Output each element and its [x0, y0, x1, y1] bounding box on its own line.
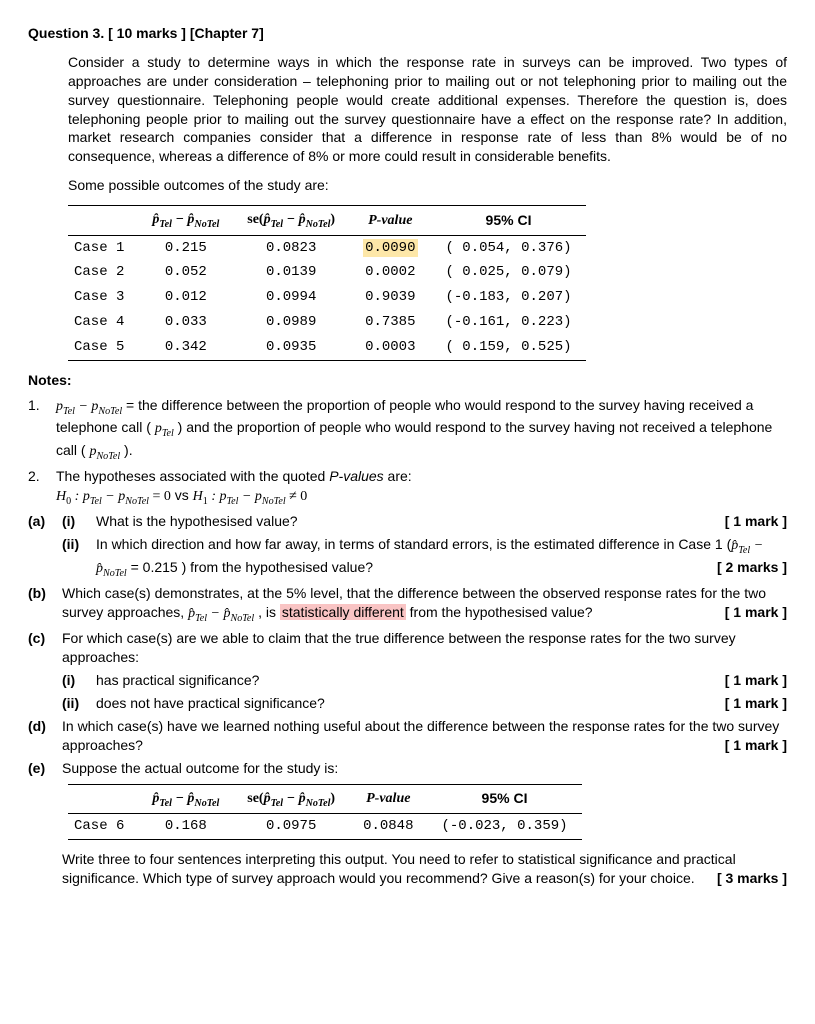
c-ii-mark: [ 1 mark ]	[725, 694, 787, 713]
table-row: Case 30.0120.09940.9039(-0.183, 0.207)	[68, 285, 586, 310]
outcomes-table: p̂Tel − p̂NoTel se(p̂Tel − p̂NoTel) P-va…	[68, 205, 586, 361]
e-mark: [ 3 marks ]	[717, 869, 787, 888]
a-i-mark: [ 1 mark ]	[725, 512, 787, 531]
label-c: (c)	[28, 629, 62, 667]
col-ci: 95% CI	[432, 206, 586, 235]
c-lead: For which case(s) are we able to claim t…	[62, 629, 787, 667]
label-d: (d)	[28, 717, 62, 755]
note-num-2: 2.	[28, 467, 56, 508]
c-ii-body: does not have practical significance?[ 1…	[96, 694, 787, 713]
part-d: (d) In which case(s) have we learned not…	[28, 717, 787, 755]
label-a-ii: (ii)	[62, 535, 96, 580]
part-b: (b) Which case(s) demonstrates, at the 5…	[28, 584, 787, 625]
label-a: (a)	[28, 512, 62, 531]
label-a-i: (i)	[62, 512, 96, 531]
label-e: (e)	[28, 759, 62, 778]
intro-paragraph: Consider a study to determine ways in wh…	[68, 53, 787, 166]
b-body: Which case(s) demonstrates, at the 5% le…	[62, 584, 787, 625]
note-num-1: 1.	[28, 396, 56, 463]
d-body: In which case(s) have we learned nothing…	[62, 717, 787, 755]
label-b: (b)	[28, 584, 62, 625]
e-body-text: Write three to four sentences interpreti…	[62, 850, 787, 888]
table-row: Case 50.3420.09350.0003( 0.159, 0.525)	[68, 335, 586, 360]
d-mark: [ 1 mark ]	[725, 736, 787, 755]
col-se: se(p̂Tel − p̂NoTel)	[233, 206, 349, 235]
part-c-ii: (ii) does not have practical significanc…	[28, 694, 787, 713]
b-mark: [ 1 mark ]	[725, 603, 787, 622]
table-row: Case 20.0520.01390.0002( 0.025, 0.079)	[68, 260, 586, 285]
col-blank	[68, 206, 138, 235]
part-e: (e) Suppose the actual outcome for the s…	[28, 759, 787, 778]
part-a: (a) (i) What is the hypothesised value?[…	[28, 512, 787, 531]
a-ii-mark: [ 2 marks ]	[717, 558, 787, 577]
note-1: 1. pTel − pNoTel = the difference betwee…	[28, 396, 787, 463]
note-1-body: pTel − pNoTel = the difference between t…	[56, 396, 787, 463]
note-2-body: The hypotheses associated with the quote…	[56, 467, 787, 508]
c-i-body: has practical significance?[ 1 mark ]	[96, 671, 787, 690]
table-row: Case 10.2150.08230.0090( 0.054, 0.376)	[68, 235, 586, 260]
c-i-mark: [ 1 mark ]	[725, 671, 787, 690]
part-c-i: (i) has practical significance?[ 1 mark …	[28, 671, 787, 690]
col-pvalue: P-value	[349, 206, 431, 235]
e-lead: Suppose the actual outcome for the study…	[62, 759, 787, 778]
col-diff: p̂Tel − p̂NoTel	[138, 206, 233, 235]
table-row: Case 6 0.168 0.0975 0.0848 (-0.023, 0.35…	[68, 813, 582, 839]
note-2: 2. The hypotheses associated with the qu…	[28, 467, 787, 508]
label-c-ii: (ii)	[62, 694, 96, 713]
notes-heading: Notes:	[28, 371, 787, 390]
part-a-ii: (ii) In which direction and how far away…	[28, 535, 787, 580]
table-row: Case 40.0330.09890.7385(-0.161, 0.223)	[68, 310, 586, 335]
case6-table: p̂Tel − p̂NoTel se(p̂Tel − p̂NoTel) P-va…	[68, 784, 582, 840]
label-c-i: (i)	[62, 671, 96, 690]
question-title: Question 3. [ 10 marks ] [Chapter 7]	[28, 24, 787, 43]
part-e-body: Write three to four sentences interpreti…	[28, 850, 787, 888]
a-ii-body: In which direction and how far away, in …	[96, 535, 787, 580]
highlight-stat-diff: statistically different	[280, 604, 406, 620]
a-i-body: What is the hypothesised value?[ 1 mark …	[96, 512, 787, 531]
outcomes-lead: Some possible outcomes of the study are:	[68, 176, 787, 195]
part-c: (c) For which case(s) are we able to cla…	[28, 629, 787, 667]
